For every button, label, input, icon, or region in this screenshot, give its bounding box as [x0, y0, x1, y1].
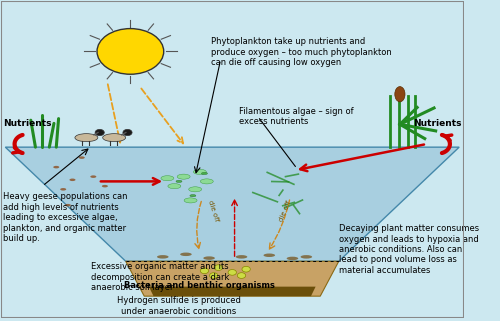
Ellipse shape	[194, 169, 206, 174]
Circle shape	[123, 129, 132, 136]
Ellipse shape	[168, 184, 181, 189]
Text: Nutrients: Nutrients	[413, 118, 462, 127]
Ellipse shape	[188, 187, 202, 192]
Ellipse shape	[200, 179, 213, 184]
Circle shape	[214, 265, 222, 271]
Ellipse shape	[202, 172, 207, 175]
Ellipse shape	[300, 255, 312, 259]
Ellipse shape	[102, 185, 108, 187]
Ellipse shape	[60, 188, 66, 191]
Ellipse shape	[236, 255, 248, 259]
Ellipse shape	[70, 178, 75, 181]
Circle shape	[200, 268, 208, 273]
Circle shape	[97, 29, 164, 74]
Ellipse shape	[177, 174, 190, 179]
Text: Decaying plant matter consumes
oxygen and leads to hypoxia and
anerobic conditio: Decaying plant matter consumes oxygen an…	[339, 224, 479, 275]
Circle shape	[210, 273, 218, 278]
Polygon shape	[126, 261, 339, 292]
Ellipse shape	[204, 256, 215, 260]
Polygon shape	[126, 261, 339, 296]
Circle shape	[228, 270, 236, 275]
Ellipse shape	[180, 253, 192, 256]
Text: Nutrients: Nutrients	[3, 118, 51, 127]
Ellipse shape	[190, 195, 196, 197]
Circle shape	[238, 273, 246, 278]
Ellipse shape	[102, 134, 126, 142]
Text: Heavy geese populations can
add high levels of nutrients
leading to excessive al: Heavy geese populations can add high lev…	[3, 193, 128, 243]
Text: Phytoplankton take up nutrients and
produce oxygen – too much phytoplankton
can : Phytoplankton take up nutrients and prod…	[212, 37, 392, 67]
Text: die off: die off	[207, 199, 220, 222]
Ellipse shape	[161, 176, 174, 181]
Text: Hydrogen sulfide is produced
under anaerobic conditions: Hydrogen sulfide is produced under anaer…	[117, 296, 241, 316]
Ellipse shape	[264, 254, 275, 257]
Ellipse shape	[90, 175, 96, 178]
Circle shape	[95, 129, 104, 136]
Text: Filamentous algae – sign of
excess nutrients: Filamentous algae – sign of excess nutri…	[239, 107, 354, 126]
Ellipse shape	[75, 134, 98, 142]
Circle shape	[242, 266, 250, 272]
Polygon shape	[149, 287, 316, 296]
Ellipse shape	[65, 204, 71, 206]
Text: Excessive organic matter and its
decomposition can create a dark
anaerobic soil : Excessive organic matter and its decompo…	[91, 262, 230, 292]
Ellipse shape	[78, 156, 84, 159]
Ellipse shape	[286, 257, 298, 260]
Ellipse shape	[54, 166, 60, 169]
Polygon shape	[6, 147, 459, 261]
Ellipse shape	[184, 198, 197, 203]
Ellipse shape	[176, 180, 182, 183]
Ellipse shape	[157, 255, 168, 259]
Text: die off: die off	[278, 199, 292, 222]
Text: Bacteria and benthic organisms: Bacteria and benthic organisms	[124, 281, 276, 290]
Ellipse shape	[395, 87, 405, 102]
